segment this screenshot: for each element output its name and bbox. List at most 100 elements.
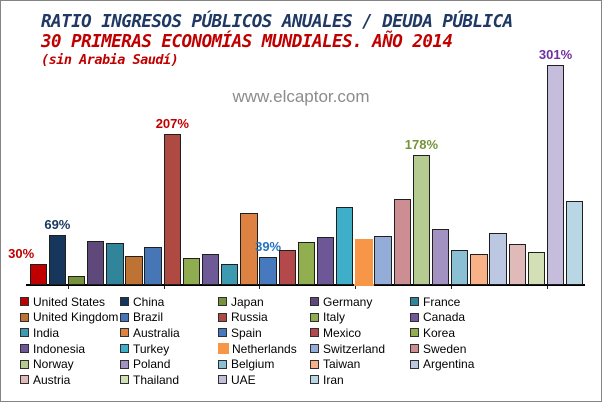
- bar-united-states: [29, 263, 47, 286]
- legend-swatch: [120, 328, 129, 338]
- legend-swatch: [120, 375, 129, 385]
- legend-item-norway: Norway: [20, 356, 120, 372]
- legend-swatch: [218, 312, 227, 322]
- legend-item-japan: Japan: [218, 294, 310, 310]
- legend-item-italy: Italy: [310, 310, 410, 326]
- legend-label: Taiwan: [323, 357, 361, 372]
- bar-france: [106, 243, 124, 286]
- legend-label: Germany: [323, 294, 373, 309]
- legend-swatch: [120, 344, 129, 354]
- legend-item-poland: Poland: [120, 356, 218, 372]
- legend-label: Mexico: [323, 325, 362, 340]
- title-subtitle: (sin Arabia Saudí): [41, 52, 179, 68]
- legend-label: Belgium: [231, 357, 275, 372]
- bar-argentina: [489, 232, 507, 286]
- bar-norway: [412, 155, 431, 286]
- bar-brazil: [144, 247, 162, 286]
- legend-label: Norway: [33, 357, 74, 372]
- legend-item-netherlands: Netherlands: [218, 341, 310, 357]
- bar-poland: [431, 229, 450, 286]
- bar-netherlands: [355, 238, 373, 286]
- legend-swatch: [218, 343, 229, 355]
- legend-item-russia: Russia: [218, 310, 310, 326]
- chart-title: RATIO INGRESOS PÚBLICOS ANUALES / DEUDA …: [41, 12, 513, 69]
- legend-item-france: France: [410, 294, 502, 310]
- legend-label: Canada: [423, 310, 466, 325]
- legend-item-united-kingdom: United Kingdom: [20, 310, 120, 326]
- legend-label: Thailand: [133, 372, 180, 387]
- legend-label: China: [133, 294, 165, 309]
- legend-label: United States: [33, 294, 106, 309]
- legend-item-brazil: Brazil: [120, 310, 218, 326]
- legend-item-spain: Spain: [218, 325, 310, 341]
- legend-label: Iran: [323, 372, 344, 387]
- legend-item-australia: Australia: [120, 325, 218, 341]
- legend-swatch: [310, 297, 319, 307]
- legend-swatch: [218, 297, 227, 307]
- axis-tick: [67, 285, 69, 289]
- legend-label: United Kingdom: [33, 310, 119, 325]
- legend-item-germany: Germany: [310, 294, 410, 310]
- legend-swatch: [410, 359, 419, 369]
- legend-item-argentina: Argentina: [410, 356, 502, 372]
- legend-swatch: [410, 297, 419, 307]
- legend-label: Italy: [323, 310, 346, 325]
- bar-taiwan: [470, 254, 488, 286]
- legend-label: Russia: [231, 310, 268, 325]
- legend-label: Argentina: [423, 357, 475, 372]
- legend-item-united-states: United States: [20, 294, 120, 310]
- legend-item-uae: UAE: [218, 372, 310, 388]
- legend-item-china: China: [120, 294, 218, 310]
- legend-item-austria: Austria: [20, 372, 120, 388]
- legend-label: France: [423, 294, 461, 309]
- legend-swatch: [410, 312, 419, 322]
- axis-tick: [163, 285, 165, 289]
- legend-label: Sweden: [423, 341, 467, 356]
- legend-swatch: [120, 359, 129, 369]
- legend-item-belgium: Belgium: [218, 356, 310, 372]
- legend-swatch: [20, 297, 29, 307]
- legend: United States China Japan Germany France Unit…: [20, 294, 502, 388]
- bar-turkey: [336, 207, 354, 286]
- legend-item-iran: Iran: [310, 372, 410, 388]
- legend-swatch: [410, 344, 419, 354]
- bar-japan: [67, 275, 86, 286]
- axis-tick: [355, 285, 357, 289]
- legend-swatch: [310, 375, 319, 385]
- bar-korea: [297, 242, 316, 286]
- bar-value-label: 178%: [404, 137, 439, 153]
- bar-indonesia: [316, 237, 335, 286]
- legend-swatch: [20, 375, 29, 385]
- title-line-1: RATIO INGRESOS PÚBLICOS ANUALES / DEUDA …: [41, 12, 513, 32]
- legend-swatch: [310, 359, 319, 369]
- legend-label: Netherlands: [232, 341, 297, 356]
- bar-switzerland: [374, 235, 392, 286]
- legend-label: Japan: [231, 294, 264, 309]
- bar-uae: [546, 65, 565, 286]
- bar-value-label: 30%: [8, 245, 35, 261]
- bar-russia: [163, 133, 181, 286]
- bar-india: [221, 263, 239, 286]
- legend-item-canada: Canada: [410, 310, 502, 326]
- legend-label: Turkey: [133, 341, 170, 356]
- legend-label: Brazil: [133, 310, 164, 325]
- legend-item-turkey: Turkey: [120, 341, 218, 357]
- legend-swatch: [120, 312, 129, 322]
- legend-label: India: [33, 325, 60, 340]
- legend-swatch: [310, 344, 319, 354]
- bar-sweden: [393, 199, 411, 286]
- legend-label: UAE: [231, 372, 256, 387]
- bar-mexico: [278, 250, 296, 286]
- legend-swatch: [20, 359, 29, 369]
- bar-italy: [182, 258, 201, 286]
- title-line-2: 30 PRIMERAS ECONOMÍAS MUNDIALES. AÑO 201…: [41, 32, 453, 52]
- highlight-base-strip: [354, 283, 374, 286]
- legend-swatch: [310, 312, 319, 322]
- bar-germany: [86, 240, 105, 286]
- bar-canada: [201, 254, 220, 286]
- bar-value-label: 69%: [44, 216, 71, 232]
- bar-thailand: [527, 251, 546, 286]
- bar-australia: [240, 213, 258, 286]
